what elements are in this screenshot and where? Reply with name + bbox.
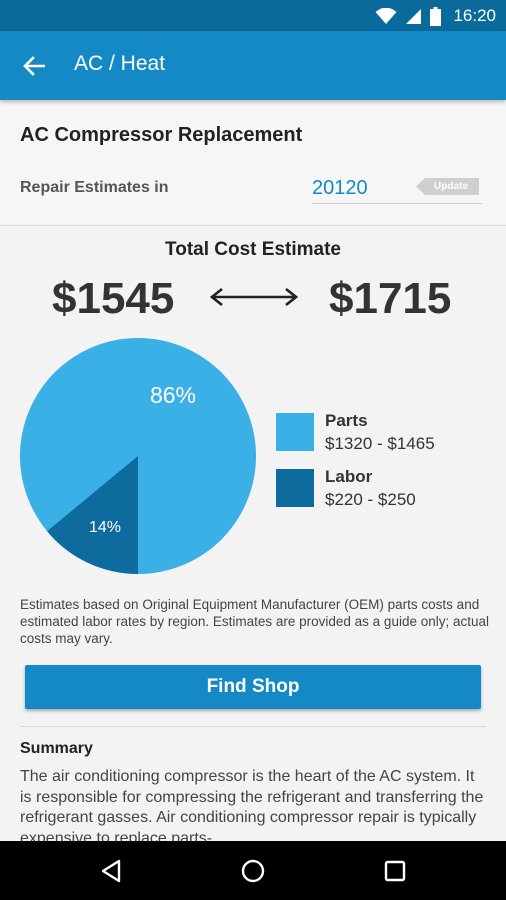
nav-home-icon [241,859,265,883]
status-bar: 16:20 [0,0,506,31]
pie-slice-labor [47,456,138,574]
legend-swatch-labor [276,469,314,507]
find-shop-button[interactable]: Find Shop [25,665,481,709]
legend-range-parts: $1320 - $1465 [325,434,435,453]
pie-label-parts: 86% [150,382,196,408]
double-arrow-icon [210,287,298,307]
arrow-back-icon [23,56,45,76]
header-card: AC Compressor Replacement Repair Estimat… [0,100,506,226]
legend-range-labor: $220 - $250 [325,490,416,509]
nav-recents-icon [384,860,406,882]
nav-back-button[interactable] [96,856,126,886]
signal-icon [406,8,422,24]
update-button[interactable]: Update [416,178,479,195]
repair-title: AC Compressor Replacement [20,124,303,146]
pie-label-labor: 14% [89,519,121,536]
nav-back-icon [101,859,121,883]
app-bar: AC / Heat [0,31,506,100]
battery-icon [430,6,442,26]
legend-name-labor: Labor [325,467,373,486]
price-low: $1545 [52,274,175,323]
cost-pie-chart: 86% 14% [20,338,256,574]
navigation-bar [0,841,506,900]
status-icons: 16:20 [375,5,496,27]
disclaimer-text: Estimates based on Original Equipment Ma… [20,597,490,646]
wifi-icon [375,7,397,24]
divider [20,726,486,727]
legend-swatch-parts [276,413,314,451]
summary-title: Summary [20,740,93,757]
legend-name-parts: Parts [325,411,368,430]
total-cost-title: Total Cost Estimate [165,239,341,260]
nav-recents-button[interactable] [380,856,410,886]
estimates-label: Repair Estimates in [20,179,169,196]
nav-home-button[interactable] [238,856,268,886]
status-time: 16:20 [453,6,496,25]
back-button[interactable] [18,51,50,81]
price-high: $1715 [329,274,452,323]
page-title: AC / Heat [74,52,166,75]
summary-text: The air conditioning compressor is the h… [20,768,484,847]
